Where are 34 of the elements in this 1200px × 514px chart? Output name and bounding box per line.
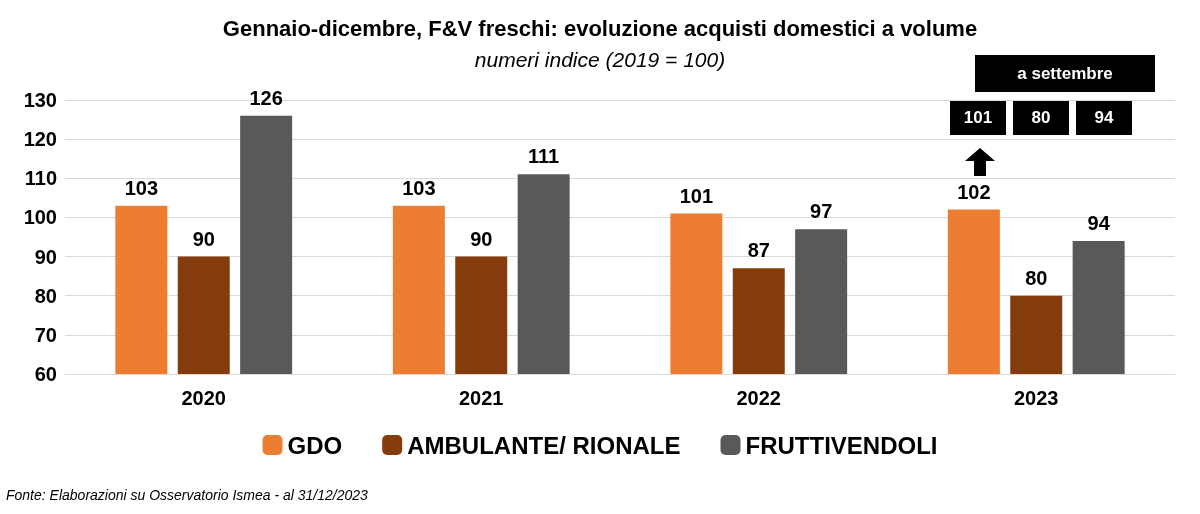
y-tick-label: 80 — [34, 284, 57, 307]
text: a settembre — [1017, 64, 1113, 83]
data-label: 94 — [1087, 211, 1111, 234]
y-tick-label: 90 — [34, 245, 57, 268]
y-tick-label: 60 — [34, 363, 57, 385]
y-tick-label: 70 — [34, 323, 57, 346]
data-label: 102 — [957, 180, 991, 203]
data-label: 87 — [747, 239, 770, 262]
chart-subtitle: numeri indice (2019 = 100) — [474, 48, 726, 71]
chart-title: Gennaio-dicembre, F&V freschi: evoluzione acquisti domestici a volume — [222, 15, 978, 41]
x-tick-label: 2021 — [459, 387, 504, 409]
data-label: 126 — [249, 86, 283, 109]
x-tick-label: 2022 — [736, 387, 781, 409]
data-label: 103 — [402, 176, 436, 199]
data-label: 80 — [1025, 266, 1048, 289]
y-tick-label: 100 — [23, 206, 57, 229]
annotation: 80 — [1031, 108, 1051, 127]
data-label: 90 — [192, 227, 215, 250]
y-tick-label: 110 — [24, 167, 57, 190]
legend-label: AMBULANTE/ RIONALE — [407, 431, 681, 459]
source-note: Fonte: Elaborazioni su Osservatorio Ismea - al 31/12/2023 — [6, 487, 369, 503]
annotation: 94 — [1094, 108, 1114, 127]
data-label: 111 — [528, 145, 560, 168]
data-label: 101 — [679, 184, 714, 207]
legend-label: FRUTTIVENDOLI — [745, 431, 938, 459]
x-tick-label: 2023 — [1014, 387, 1059, 409]
x-tick-label: 2020 — [181, 387, 226, 409]
y-tick-label: 120 — [23, 128, 57, 151]
legend-label: GDO — [287, 431, 343, 459]
data-label: 103 — [124, 176, 159, 199]
y-tick-label: 130 — [23, 89, 57, 111]
data-label: 90 — [470, 227, 493, 250]
data-label: 97 — [810, 200, 833, 223]
annotation: 101 — [963, 108, 993, 127]
